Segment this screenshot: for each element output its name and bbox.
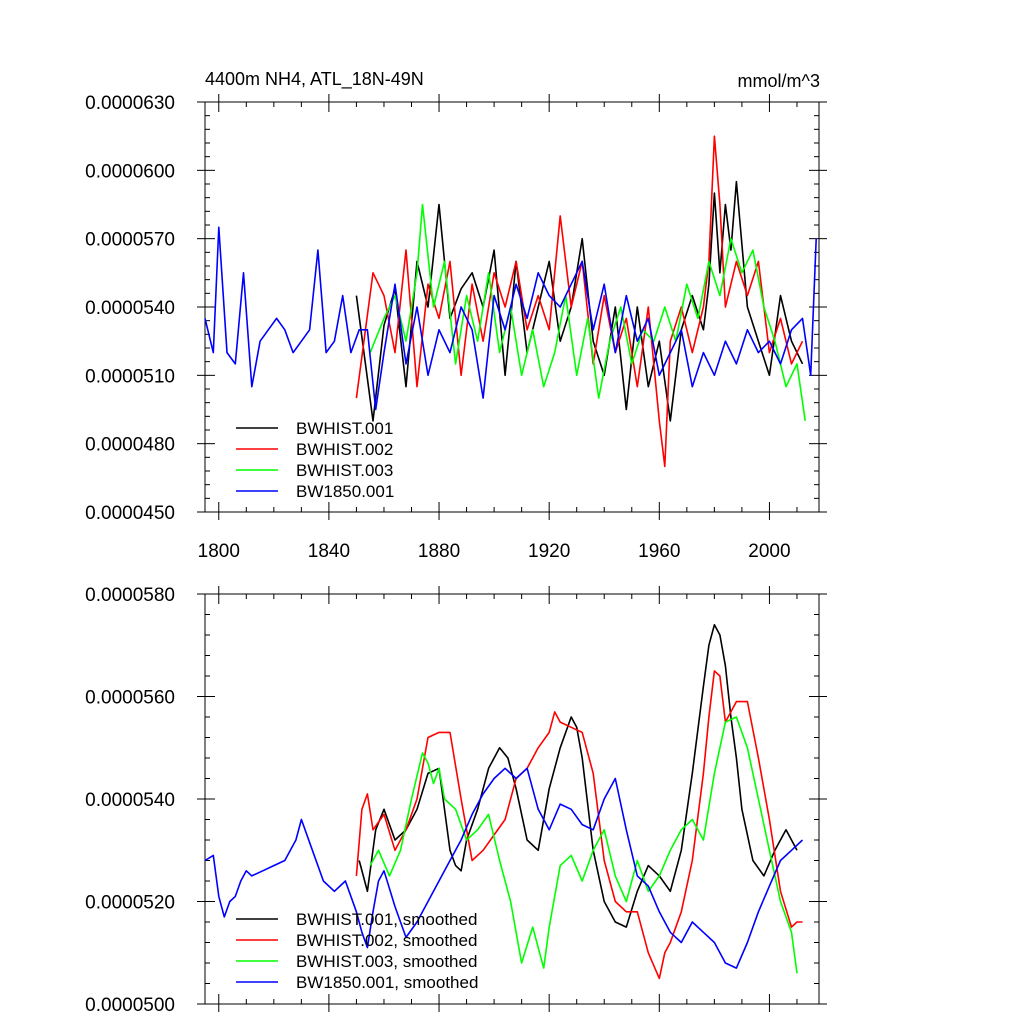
- top-xtick-label: 1800: [198, 541, 240, 562]
- top-xtick-label: 1960: [638, 541, 680, 562]
- legend-label-bwhist-002-smoothed: BWHIST.002, smoothed: [296, 931, 477, 950]
- top-ytick-label: 0.0000540: [85, 298, 175, 319]
- top-series-group: [204, 135, 817, 468]
- bottom-series-group: [204, 623, 804, 980]
- bottom-ytick-label: 0.0000520: [85, 893, 175, 914]
- series-line-bwhist-003-smoothed: [369, 716, 798, 974]
- top-ytick-label: 0.0000480: [85, 435, 175, 456]
- top-xtick-label: 1880: [418, 541, 460, 562]
- top-title: 4400m NH4, ATL_18N-49N: [205, 69, 424, 90]
- legend-label-bwhist-002: BWHIST.002: [296, 440, 393, 459]
- top-legend: BWHIST.001 BWHIST.002 BWHIST.003 BW1850.…: [236, 419, 394, 501]
- series-line-bw1850-001: [204, 226, 817, 411]
- top-xtick-label: 1840: [308, 541, 350, 562]
- top-panel: 4400m NH4, ATL_18N-49N mmol/m^3 0.000045…: [85, 69, 827, 562]
- bottom-ytick-label: 0.0000560: [85, 688, 175, 709]
- legend-label-bwhist-003-smoothed: BWHIST.003, smoothed: [296, 952, 477, 971]
- series-line-bw1850-001-smoothed: [204, 767, 804, 969]
- top-xtick-label: 2000: [748, 541, 790, 562]
- top-ytick-label: 0.0000450: [85, 503, 175, 524]
- bottom-panel: 0.0000500 0.0000520 0.0000540 0.0000560 …: [85, 585, 827, 1016]
- bottom-legend: BWHIST.001, smoothed BWHIST.002, smoothe…: [236, 910, 478, 992]
- bottom-ytick-label: 0.0000540: [85, 790, 175, 811]
- bottom-ytick-label: 0.0000500: [85, 995, 175, 1016]
- top-units-label: mmol/m^3: [738, 71, 820, 91]
- series-line-bwhist-002: [355, 135, 804, 468]
- bottom-y-tick-labels: 0.0000500 0.0000520 0.0000540 0.0000560 …: [85, 585, 175, 1016]
- top-y-tick-labels: 0.0000450 0.0000480 0.0000510 0.0000540 …: [85, 93, 175, 524]
- top-tick-marks: [197, 94, 827, 520]
- top-ytick-label: 0.0000630: [85, 93, 175, 114]
- legend-label-bw1850-001-smoothed: BW1850.001, smoothed: [296, 973, 478, 992]
- top-ytick-label: 0.0000510: [85, 366, 175, 387]
- bottom-tick-marks: [197, 586, 827, 1012]
- top-x-tick-labels: 1800 1840 1880 1920 1960 2000: [198, 541, 791, 562]
- top-ytick-label: 0.0000600: [85, 161, 175, 182]
- legend-label-bwhist-001: BWHIST.001: [296, 419, 393, 438]
- top-ytick-label: 0.0000570: [85, 230, 175, 251]
- series-line-bwhist-002-smoothed: [355, 670, 803, 980]
- bottom-ytick-label: 0.0000580: [85, 585, 175, 606]
- legend-label-bwhist-001-smoothed: BWHIST.001, smoothed: [296, 910, 477, 929]
- legend-label-bw1850-001: BW1850.001: [296, 482, 394, 501]
- series-line-bwhist-003: [369, 203, 806, 422]
- legend-label-bwhist-003: BWHIST.003: [296, 461, 393, 480]
- top-xtick-label: 1920: [528, 541, 570, 562]
